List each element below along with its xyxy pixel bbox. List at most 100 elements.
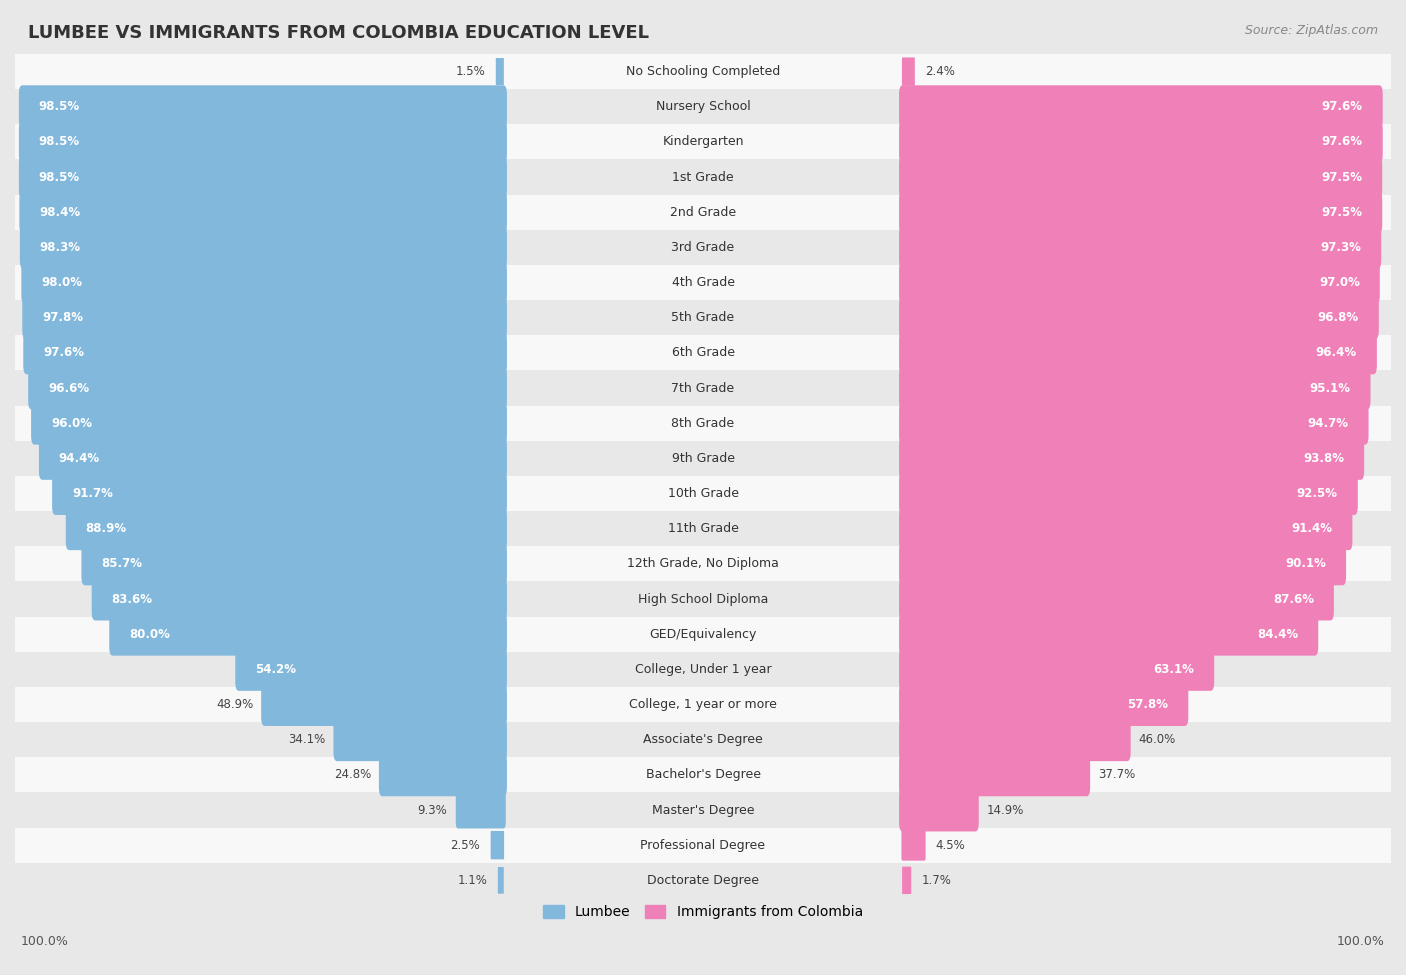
FancyBboxPatch shape bbox=[898, 719, 1130, 761]
Text: 98.5%: 98.5% bbox=[39, 100, 80, 113]
Text: 97.8%: 97.8% bbox=[42, 311, 83, 325]
FancyBboxPatch shape bbox=[498, 867, 503, 894]
Text: 94.7%: 94.7% bbox=[1308, 416, 1348, 430]
Bar bbox=[15, 195, 1391, 230]
Text: 84.4%: 84.4% bbox=[1257, 628, 1298, 641]
Text: LUMBEE VS IMMIGRANTS FROM COLOMBIA EDUCATION LEVEL: LUMBEE VS IMMIGRANTS FROM COLOMBIA EDUCA… bbox=[28, 24, 650, 42]
FancyBboxPatch shape bbox=[18, 121, 508, 164]
Text: 2.4%: 2.4% bbox=[925, 65, 955, 78]
Text: 11th Grade: 11th Grade bbox=[668, 523, 738, 535]
Text: 14.9%: 14.9% bbox=[987, 803, 1024, 816]
Text: College, Under 1 year: College, Under 1 year bbox=[634, 663, 772, 676]
Text: 95.1%: 95.1% bbox=[1309, 381, 1351, 395]
Text: 46.0%: 46.0% bbox=[1139, 733, 1175, 746]
Text: 24.8%: 24.8% bbox=[335, 768, 371, 781]
Text: 92.5%: 92.5% bbox=[1296, 488, 1339, 500]
FancyBboxPatch shape bbox=[898, 261, 1379, 304]
FancyBboxPatch shape bbox=[333, 719, 508, 761]
Bar bbox=[15, 758, 1391, 793]
Text: 5th Grade: 5th Grade bbox=[672, 311, 734, 325]
FancyBboxPatch shape bbox=[456, 792, 506, 829]
FancyBboxPatch shape bbox=[496, 58, 503, 85]
Text: Kindergarten: Kindergarten bbox=[662, 136, 744, 148]
FancyBboxPatch shape bbox=[898, 85, 1382, 128]
FancyBboxPatch shape bbox=[898, 437, 1364, 480]
FancyBboxPatch shape bbox=[18, 85, 508, 128]
Bar bbox=[15, 828, 1391, 863]
FancyBboxPatch shape bbox=[28, 367, 508, 410]
Text: 8th Grade: 8th Grade bbox=[672, 416, 734, 430]
FancyBboxPatch shape bbox=[898, 367, 1371, 410]
Bar bbox=[15, 441, 1391, 476]
Text: Master's Degree: Master's Degree bbox=[652, 803, 754, 816]
Text: 98.5%: 98.5% bbox=[39, 136, 80, 148]
Text: 91.7%: 91.7% bbox=[72, 488, 112, 500]
Text: Source: ZipAtlas.com: Source: ZipAtlas.com bbox=[1244, 24, 1378, 37]
FancyBboxPatch shape bbox=[901, 58, 915, 86]
Text: College, 1 year or more: College, 1 year or more bbox=[628, 698, 778, 711]
Bar bbox=[15, 651, 1391, 687]
FancyBboxPatch shape bbox=[898, 683, 1188, 726]
FancyBboxPatch shape bbox=[898, 507, 1353, 550]
Text: Associate's Degree: Associate's Degree bbox=[643, 733, 763, 746]
Text: 85.7%: 85.7% bbox=[101, 558, 142, 570]
Text: 4th Grade: 4th Grade bbox=[672, 276, 734, 289]
Text: High School Diploma: High School Diploma bbox=[638, 593, 768, 605]
Bar bbox=[15, 546, 1391, 581]
Bar bbox=[15, 793, 1391, 828]
Text: 100.0%: 100.0% bbox=[21, 935, 69, 948]
Text: Professional Degree: Professional Degree bbox=[641, 838, 765, 852]
Bar bbox=[15, 370, 1391, 406]
Text: 34.1%: 34.1% bbox=[288, 733, 326, 746]
FancyBboxPatch shape bbox=[20, 226, 508, 269]
FancyBboxPatch shape bbox=[39, 437, 508, 480]
FancyBboxPatch shape bbox=[898, 754, 1090, 797]
Text: No Schooling Completed: No Schooling Completed bbox=[626, 65, 780, 78]
Text: 97.0%: 97.0% bbox=[1319, 276, 1360, 289]
Text: 1.1%: 1.1% bbox=[457, 874, 486, 887]
Text: Bachelor's Degree: Bachelor's Degree bbox=[645, 768, 761, 781]
Bar bbox=[15, 476, 1391, 511]
FancyBboxPatch shape bbox=[898, 648, 1215, 691]
Text: 54.2%: 54.2% bbox=[256, 663, 297, 676]
FancyBboxPatch shape bbox=[898, 121, 1382, 164]
FancyBboxPatch shape bbox=[898, 332, 1376, 374]
Text: 2nd Grade: 2nd Grade bbox=[669, 206, 737, 218]
Text: 63.1%: 63.1% bbox=[1153, 663, 1194, 676]
FancyBboxPatch shape bbox=[262, 683, 508, 726]
Text: 7th Grade: 7th Grade bbox=[672, 381, 734, 395]
Bar bbox=[15, 406, 1391, 441]
Bar bbox=[15, 125, 1391, 160]
Bar bbox=[15, 265, 1391, 300]
Text: 100.0%: 100.0% bbox=[1337, 935, 1385, 948]
Text: 12th Grade, No Diploma: 12th Grade, No Diploma bbox=[627, 558, 779, 570]
Bar bbox=[15, 581, 1391, 616]
Text: 10th Grade: 10th Grade bbox=[668, 488, 738, 500]
Text: 94.4%: 94.4% bbox=[59, 451, 100, 465]
Bar bbox=[15, 616, 1391, 651]
FancyBboxPatch shape bbox=[903, 867, 911, 894]
FancyBboxPatch shape bbox=[52, 472, 508, 515]
Text: 80.0%: 80.0% bbox=[129, 628, 170, 641]
Text: 3rd Grade: 3rd Grade bbox=[672, 241, 734, 254]
FancyBboxPatch shape bbox=[66, 507, 508, 550]
Text: 96.0%: 96.0% bbox=[51, 416, 91, 430]
Text: 97.5%: 97.5% bbox=[1322, 171, 1362, 183]
Text: 90.1%: 90.1% bbox=[1285, 558, 1326, 570]
Bar bbox=[15, 300, 1391, 335]
Bar bbox=[15, 687, 1391, 722]
FancyBboxPatch shape bbox=[491, 831, 505, 859]
FancyBboxPatch shape bbox=[18, 156, 508, 199]
Bar bbox=[15, 89, 1391, 125]
Bar bbox=[15, 54, 1391, 89]
Text: 37.7%: 37.7% bbox=[1098, 768, 1135, 781]
Bar bbox=[15, 335, 1391, 370]
Text: 4.5%: 4.5% bbox=[935, 838, 966, 852]
FancyBboxPatch shape bbox=[898, 226, 1381, 269]
Text: 97.6%: 97.6% bbox=[1322, 136, 1362, 148]
FancyBboxPatch shape bbox=[21, 261, 508, 304]
Text: 9.3%: 9.3% bbox=[418, 803, 447, 816]
FancyBboxPatch shape bbox=[898, 577, 1334, 620]
Text: Nursery School: Nursery School bbox=[655, 100, 751, 113]
Legend: Lumbee, Immigrants from Colombia: Lumbee, Immigrants from Colombia bbox=[537, 900, 869, 924]
